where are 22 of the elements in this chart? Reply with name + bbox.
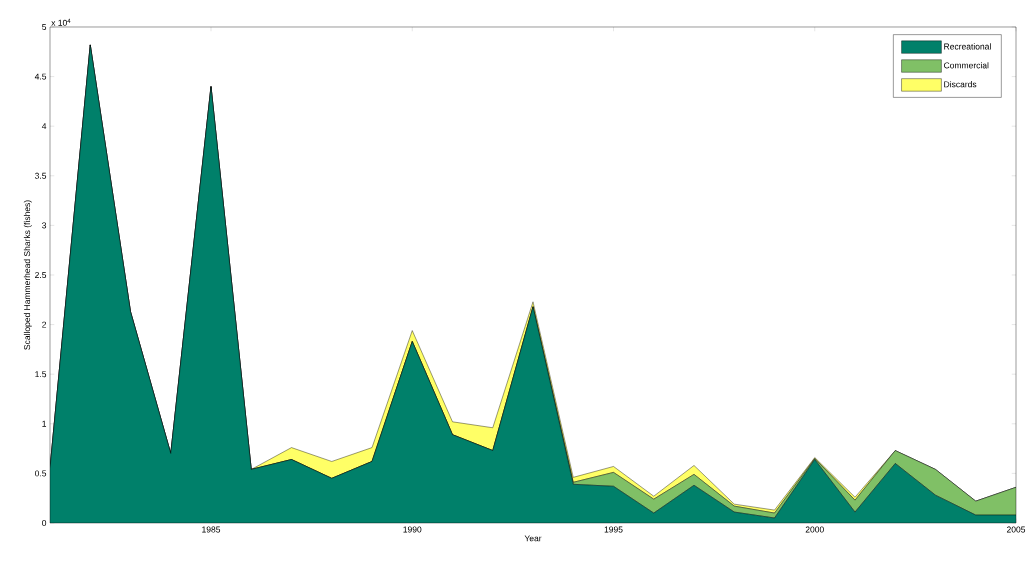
y-tick-label: 3.5 <box>34 172 47 179</box>
legend-label: Recreational <box>944 43 991 50</box>
x-tick-label: 1990 <box>403 526 422 533</box>
x-tick-label: 2005 <box>1006 526 1026 533</box>
y-tick-label: 2.5 <box>35 271 47 278</box>
y-tick-label: 4.5 <box>34 73 47 80</box>
y-tick-label: 2 <box>42 321 47 328</box>
y-tick-label: 1.5 <box>35 371 47 378</box>
text: x 10$^{4}$ <box>51 18 71 26</box>
legend-label: Discards <box>944 81 977 88</box>
x-tick-label: 1985 <box>202 526 221 533</box>
y-tick-label: 1 <box>42 420 47 427</box>
y-tick-label: 3 <box>42 222 47 229</box>
x-tick-label: 1995 <box>604 526 623 533</box>
y-tick-label: 0 <box>42 519 47 526</box>
y-tick-label: 0.5 <box>34 470 47 477</box>
x-tick-label: 2000 <box>805 526 824 533</box>
y-tick-label: 5 <box>42 24 47 30</box>
legend-label: Commercial <box>944 62 989 69</box>
y-axis-title: Scalloped Hammerhead Sharks (fishes) <box>23 200 32 350</box>
y-tick-label: 4 <box>41 123 47 130</box>
x-axis-title: Year <box>524 535 542 542</box>
